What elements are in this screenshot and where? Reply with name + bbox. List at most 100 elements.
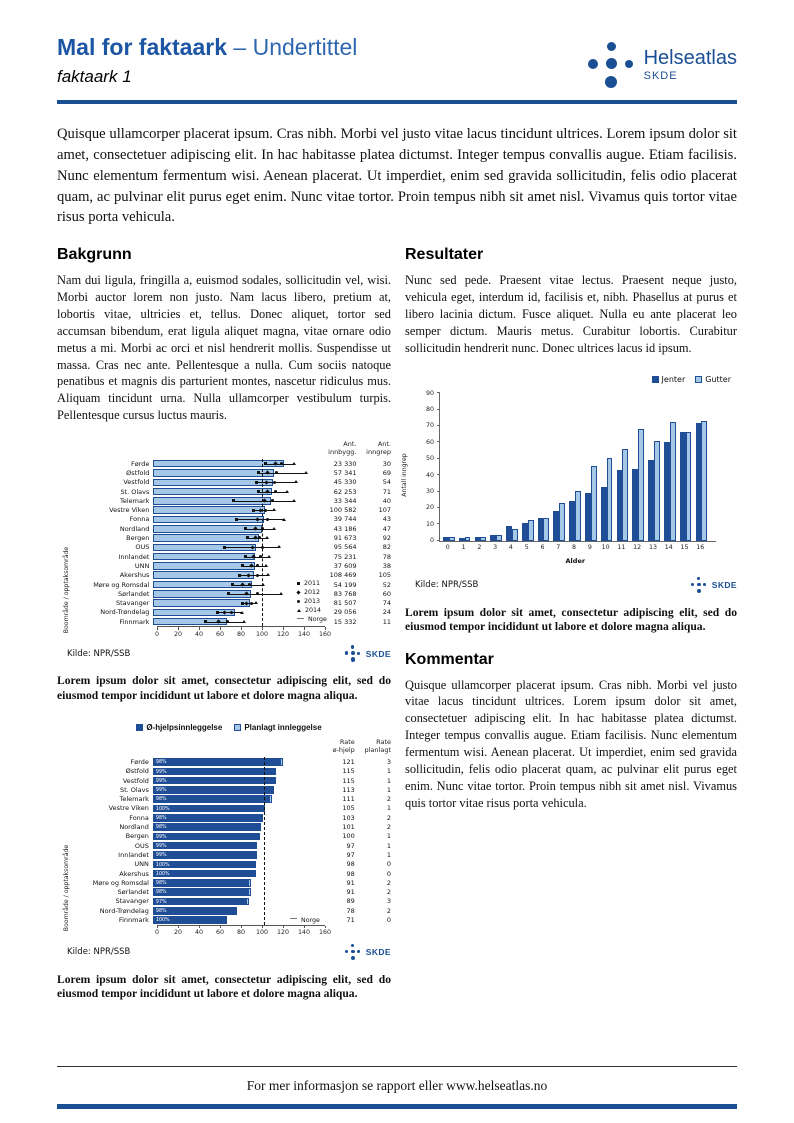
chart-row: Finnmark 100% 71 0 xyxy=(67,915,391,924)
row-plot xyxy=(153,478,314,487)
rate-bar xyxy=(153,562,256,570)
rate-planlagt-value: 3 xyxy=(386,757,391,766)
gutter-bar xyxy=(669,421,676,541)
rate-ohjelp-value: 115 xyxy=(342,767,355,776)
col-header-rate-planlagt: Rate planlagt xyxy=(364,738,392,755)
y-axis-tick-label: 10 xyxy=(425,520,434,528)
intro-paragraph: Quisque ullamcorper placerat ipsum. Cras… xyxy=(57,126,737,226)
x-axis-tick-label: 120 xyxy=(276,630,290,638)
row-plot: 99% xyxy=(152,841,313,850)
row-label: Akershus xyxy=(119,869,149,878)
bar-group xyxy=(443,536,455,541)
row-plot: 98% xyxy=(152,906,313,915)
jenter-bar xyxy=(458,538,465,541)
planlagt-bar xyxy=(257,832,260,841)
chart-row: Sørlandet 98% 91 2 xyxy=(67,888,391,897)
bar-group xyxy=(537,517,550,541)
planlagt-bar xyxy=(273,767,276,776)
norge-line-marker xyxy=(290,918,297,920)
legend-label: 2011 xyxy=(304,580,321,588)
row-label: Førde xyxy=(130,757,149,766)
rate-planlagt-value: 1 xyxy=(386,776,391,785)
chart-row: Nord-Trøndelag 98% 78 2 xyxy=(67,906,391,915)
pct-label: 99% xyxy=(155,778,167,784)
legend-label: 2014 xyxy=(305,607,322,615)
innbygg-value: 95 564 xyxy=(333,543,357,552)
age-label: 7 xyxy=(556,543,561,551)
row-plot: 97% xyxy=(152,897,313,906)
chart3-caption: Lorem ipsum dolor sit amet, consectetur … xyxy=(57,972,391,1001)
row-plot xyxy=(153,552,314,561)
chart-legend: 2011 2012 2013 2014 Norge xyxy=(296,579,327,624)
row-plot: 98% xyxy=(152,822,313,831)
x-axis-tick xyxy=(325,627,326,630)
bar-group xyxy=(616,448,629,541)
year-marker xyxy=(265,536,270,540)
chart-row: Akershus 108 469 105 xyxy=(67,571,391,580)
chart-row: Stavanger 97% 89 3 xyxy=(67,897,392,906)
row-label: Førde xyxy=(130,459,150,468)
row-plot xyxy=(153,524,314,533)
row-label: Fonna xyxy=(129,515,150,524)
legend-item: 2014 xyxy=(297,606,327,615)
row-plot xyxy=(153,580,314,589)
x-axis-tick xyxy=(241,627,242,630)
row-label: Møre og Romsdal xyxy=(92,878,149,887)
year-marker xyxy=(266,517,270,521)
bar-group xyxy=(648,440,660,541)
pct-label: 97% xyxy=(155,899,167,905)
x-axis-labels: 0 1 2 3 4 5 6 7 8 9 10 11 12 13 14 15 16 xyxy=(439,544,715,551)
row-plot: 100% xyxy=(152,869,313,878)
rate-planlagt-value: 0 xyxy=(386,860,391,869)
inngrep-value: 60 xyxy=(382,589,391,598)
year-marker xyxy=(279,462,283,466)
rate-bar xyxy=(153,506,265,514)
rate-planlagt-value: 2 xyxy=(386,878,391,887)
year-marker xyxy=(226,620,230,624)
planlagt-swatch xyxy=(234,724,242,732)
rate-bar xyxy=(153,552,256,561)
innbygg-value: 15 332 xyxy=(333,617,357,626)
footer-bar xyxy=(57,1104,737,1109)
bar-group xyxy=(663,421,676,541)
x-axis-tick xyxy=(157,627,158,630)
rate-planlagt-value: 1 xyxy=(386,785,391,794)
row-label: Innlandet xyxy=(118,850,149,859)
rate-bar xyxy=(153,534,260,542)
row-label: OUS xyxy=(135,543,150,552)
year-marker xyxy=(256,471,260,475)
jenter-bar xyxy=(490,534,497,541)
inngrep-value: 69 xyxy=(382,468,391,477)
row-label: Vestfold xyxy=(122,776,149,785)
logo-subtext: SKDE xyxy=(643,69,678,82)
row-plot: 100% xyxy=(152,915,313,924)
x-axis-tick-label: 80 xyxy=(236,630,246,638)
page-title: Mal for faktaark – Undertittel xyxy=(57,34,357,60)
row-plot xyxy=(153,543,314,552)
ohjelp-bar: 100% xyxy=(152,860,256,869)
year-marker xyxy=(291,461,296,465)
inngrep-value: 107 xyxy=(378,506,391,515)
chart-row: Førde 98% 121 3 xyxy=(67,757,392,766)
gutter-bar xyxy=(496,534,502,541)
y-axis-tick xyxy=(436,392,440,393)
innbygg-value: 43 186 xyxy=(333,524,357,533)
y-axis-tick xyxy=(436,507,440,508)
ohjelp-bar: 97% xyxy=(152,897,247,906)
x-axis-tick-label: 160 xyxy=(318,929,332,937)
x-axis: 0 20 40 60 80 100 120 140 160 xyxy=(155,626,331,640)
legend-marker xyxy=(297,599,300,603)
planlagt-bar xyxy=(254,841,257,850)
skde-dots-icon xyxy=(690,576,708,594)
year-marker xyxy=(246,536,250,540)
chart-row: Telemark 98% 111 2 xyxy=(67,795,391,804)
x-axis-tick xyxy=(262,627,263,630)
rate-ohjelp-value: 105 xyxy=(342,804,355,813)
row-plot xyxy=(153,598,314,607)
x-axis-tick-label: 20 xyxy=(173,929,183,937)
chart3-body: Ø-hjelpsinnleggelse Planlagt innleggelse R… xyxy=(63,723,392,961)
y-axis-tick xyxy=(436,523,440,525)
year-marker xyxy=(264,462,268,466)
age-label: 4 xyxy=(508,543,513,551)
